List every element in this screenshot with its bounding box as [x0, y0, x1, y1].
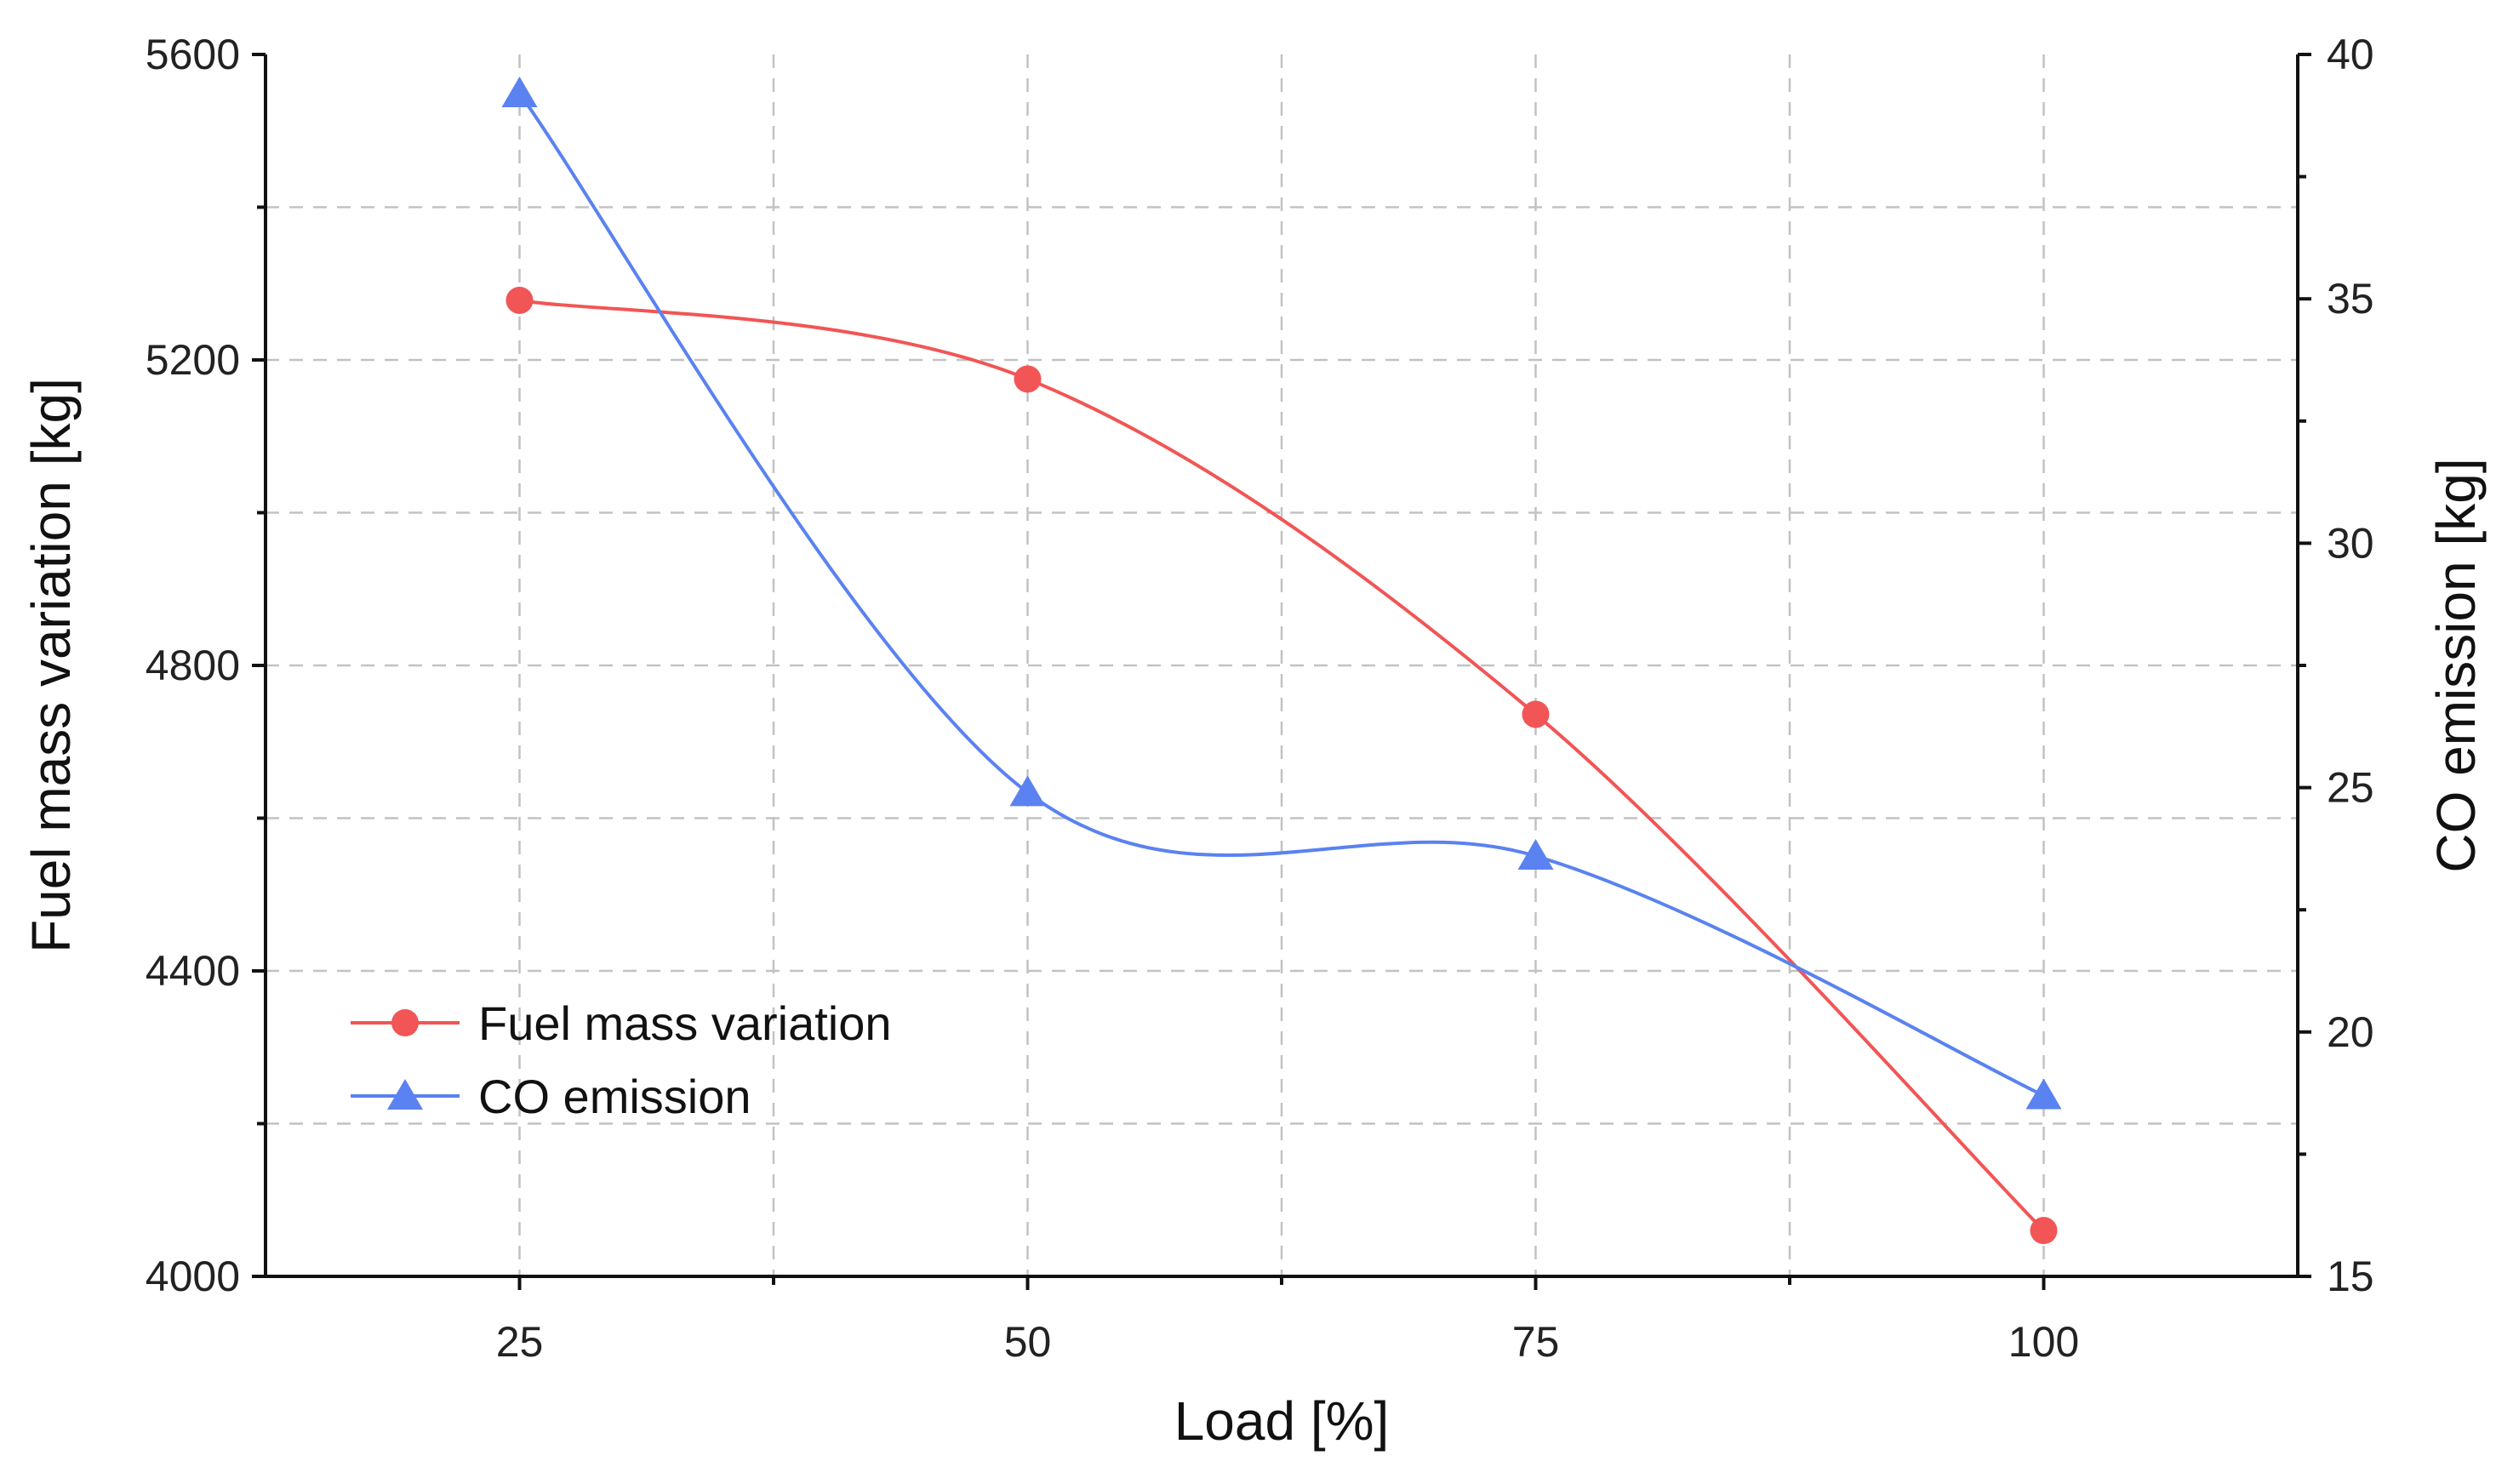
- x-tick-label: 75: [1512, 1318, 1560, 1366]
- y-tick-label-right: 40: [2327, 31, 2374, 78]
- legend-marker-fuel-mass: [391, 1009, 419, 1036]
- y-tick-label-left: 5200: [146, 336, 240, 384]
- legend: Fuel mass variation CO emission: [351, 996, 892, 1123]
- data-point-fuel-mass: [506, 286, 534, 314]
- data-point-fuel-mass: [2030, 1217, 2058, 1245]
- y-tick-label-left: 5600: [146, 31, 240, 78]
- y-tick-label-left: 4800: [146, 642, 240, 689]
- axes: 25 50 75 100 4000 4400 4800 5200 5600 15 20 25 30 35 4…: [146, 31, 2374, 1366]
- series-line-co-emission: [517, 92, 2045, 1098]
- legend-label-co-emission: CO emission: [478, 1070, 751, 1123]
- y-tick-label-right: 35: [2327, 275, 2374, 322]
- x-tick-label: 25: [496, 1318, 544, 1366]
- data-point-fuel-mass: [1014, 365, 1042, 393]
- x-tick-label: 100: [2008, 1318, 2079, 1366]
- y-axis-title-right: CO emission [kg]: [2425, 458, 2487, 872]
- y-tick-label-right: 20: [2327, 1008, 2374, 1056]
- series-layer: [501, 76, 2062, 1245]
- data-point-co-emission: [1517, 839, 1554, 870]
- series-line-fuel-mass: [519, 299, 2045, 1232]
- y-tick-label-right: 25: [2327, 764, 2374, 812]
- data-point-fuel-mass: [1522, 700, 1550, 728]
- y-tick-label-left: 4000: [146, 1253, 240, 1300]
- x-axis-title: Load [%]: [1174, 1390, 1390, 1452]
- y-tick-label-right: 15: [2327, 1253, 2374, 1300]
- y-axis-title-left: Fuel mass variation [kg]: [20, 378, 82, 953]
- x-tick-label: 50: [1004, 1318, 1052, 1366]
- legend-marker-co-emission: [387, 1079, 423, 1110]
- y-tick-label-right: 30: [2327, 519, 2374, 567]
- grid: [266, 54, 2298, 1276]
- legend-label-fuel-mass: Fuel mass variation: [478, 996, 892, 1050]
- data-point-co-emission: [2025, 1078, 2062, 1110]
- y-tick-label-left: 4400: [146, 947, 240, 995]
- data-point-co-emission: [1009, 775, 1046, 807]
- data-point-co-emission: [501, 76, 538, 107]
